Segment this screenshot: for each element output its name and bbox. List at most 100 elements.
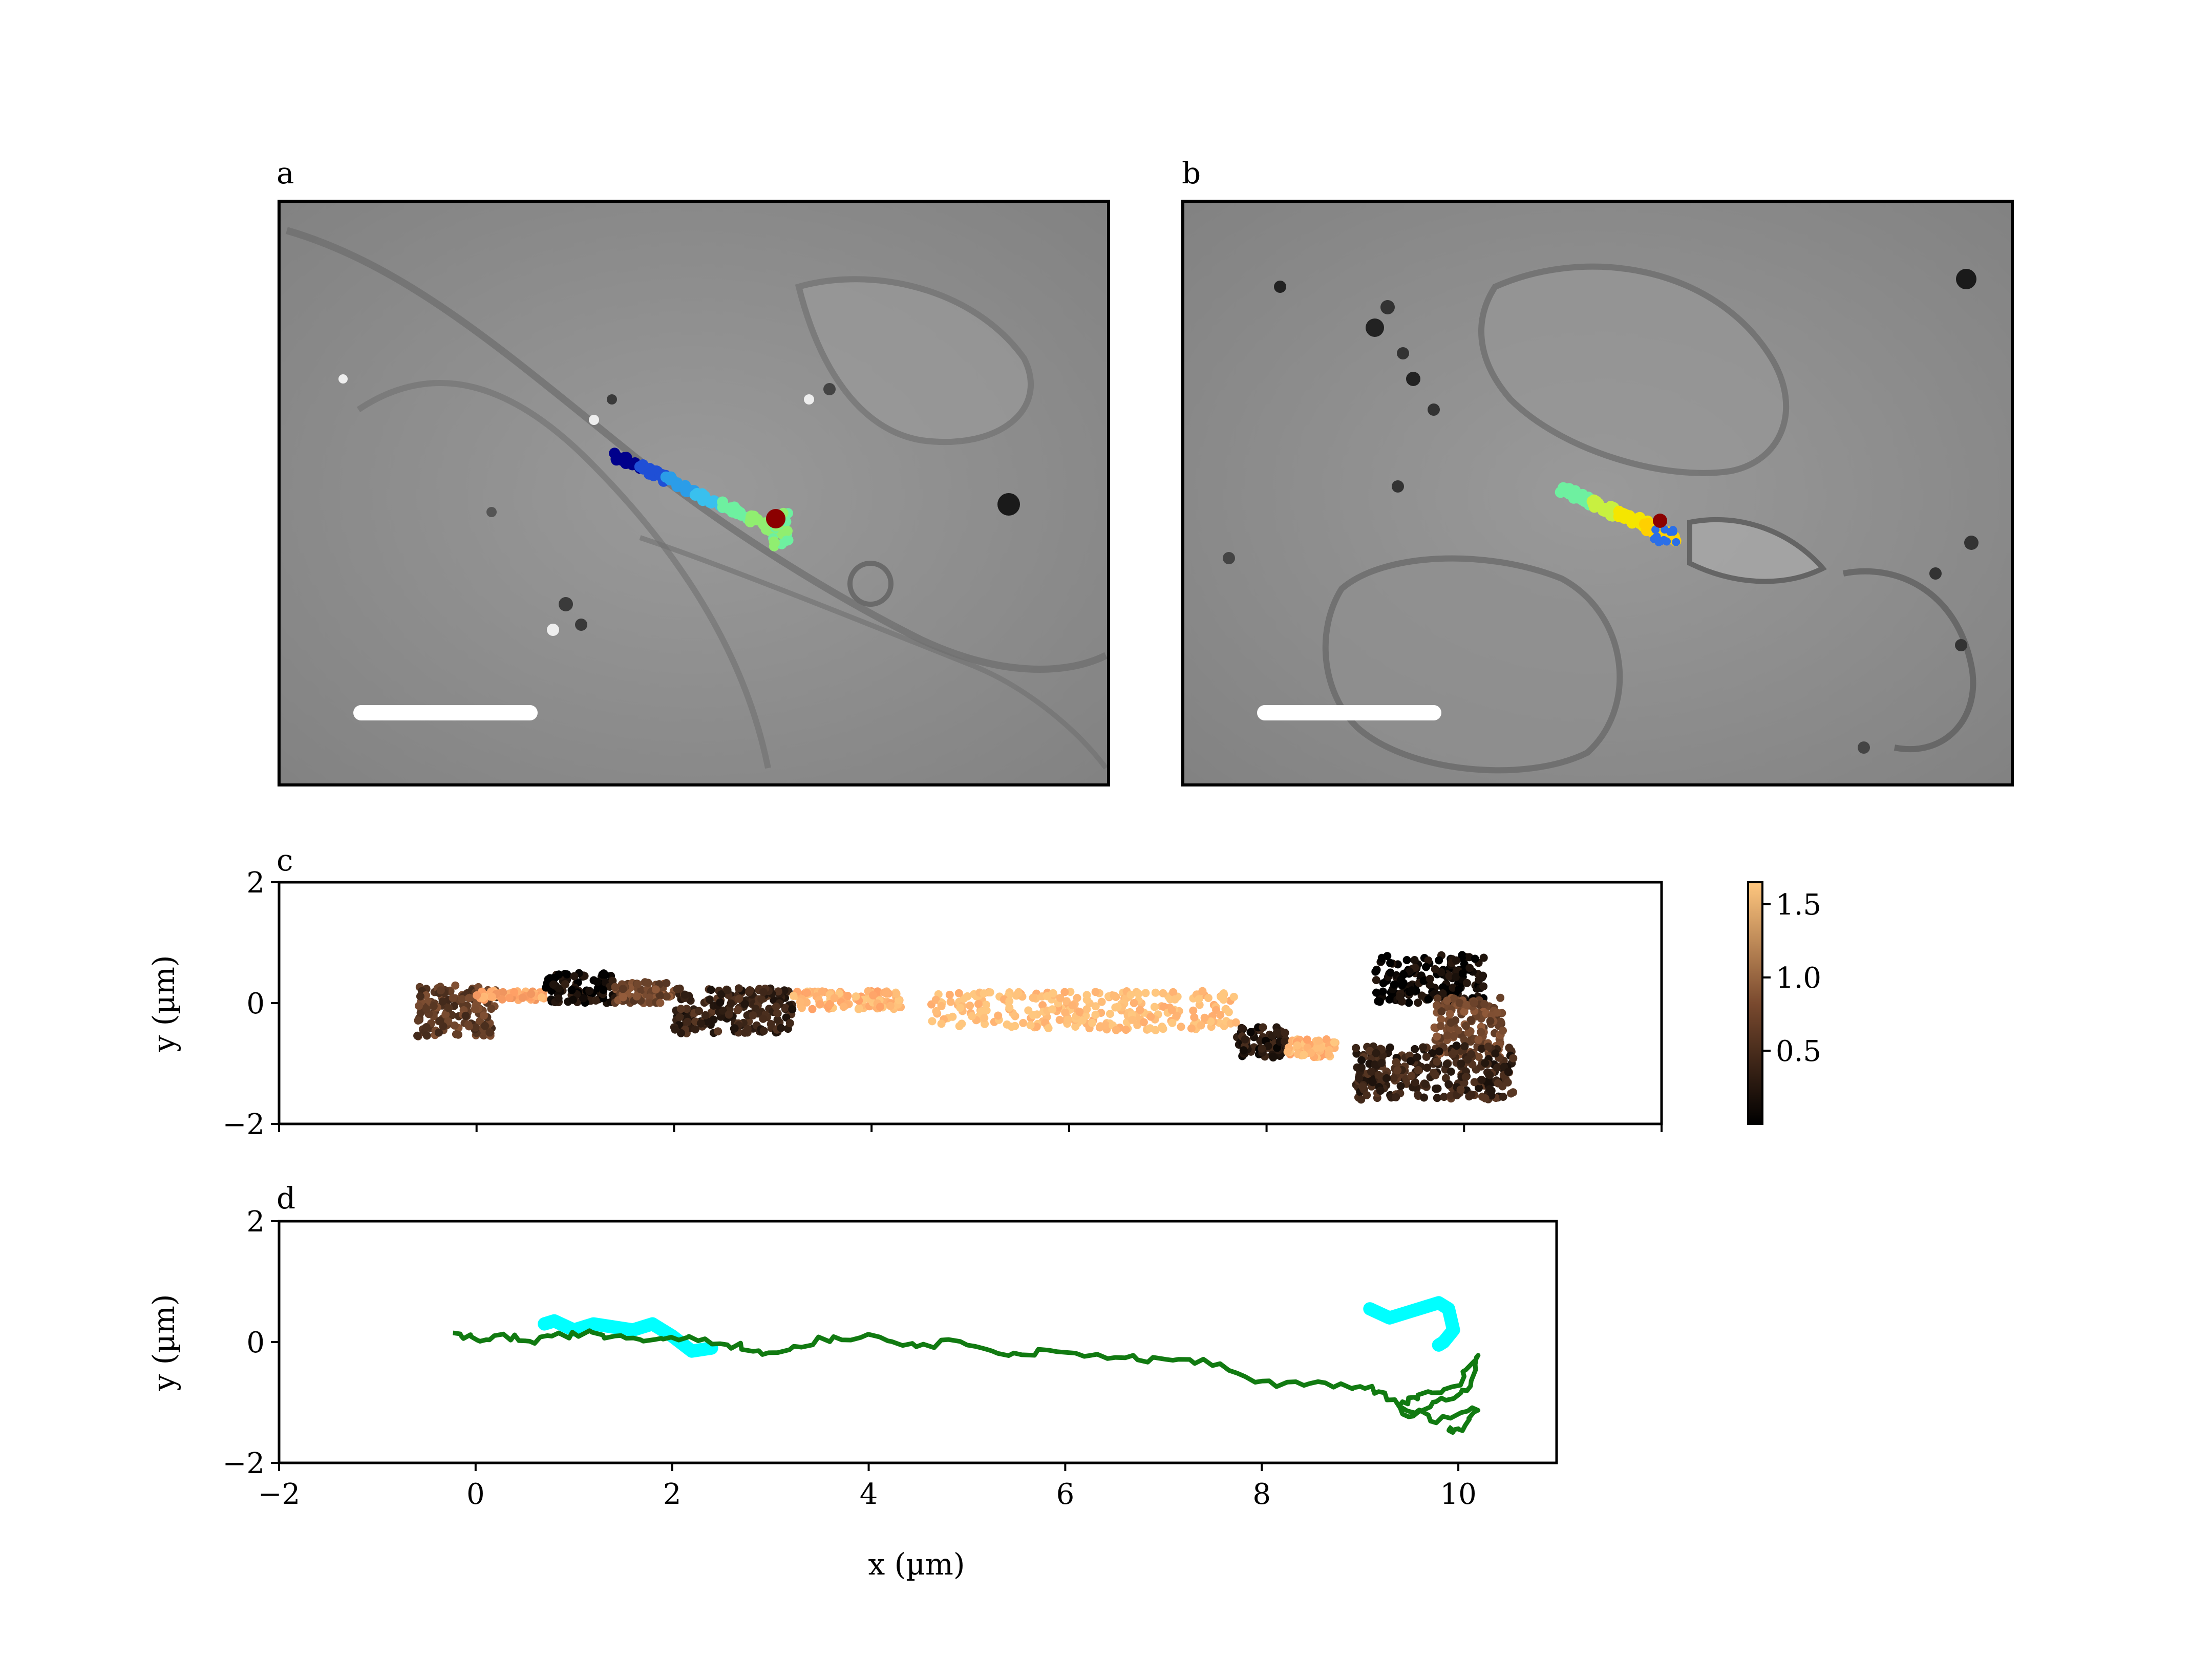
plot-c-point [1189, 1006, 1198, 1015]
plot-c-point [599, 986, 608, 994]
plot-c-point [1450, 994, 1458, 1003]
cell-outline-a3 [795, 276, 1034, 445]
plot-c-point [1424, 995, 1433, 1004]
plot-d-xtick-label: 4 [860, 1478, 878, 1511]
plot-d: −2 0 2 −2 0 2 4 6 8 10 x (µm) y (µm) [146, 1205, 1558, 1582]
plot-d-yticks: −2 0 2 [222, 1205, 279, 1480]
plot-c-point [549, 980, 558, 989]
panel-c-label: c [276, 843, 293, 878]
plot-c-point [1171, 995, 1179, 1004]
plot-c-point [1368, 1078, 1377, 1087]
plot-c-point [1088, 1018, 1097, 1027]
plot-c-point [1177, 1023, 1185, 1031]
plot-c-point [1414, 1066, 1422, 1074]
plot-c-point [1422, 1053, 1431, 1061]
plot-c-point [1499, 1026, 1507, 1035]
plot-c-point [717, 990, 726, 998]
plot-c-point [1043, 992, 1052, 1001]
plot-c-point [1121, 1026, 1130, 1034]
plot-c-point [1471, 954, 1479, 963]
plot-c-point [1433, 1032, 1441, 1041]
plot-c-point [671, 1025, 679, 1034]
plot-c-point [481, 1022, 490, 1030]
plot-c-point [1392, 1058, 1400, 1067]
plot-c-point [759, 1027, 768, 1035]
plot-c-point [1389, 1074, 1398, 1082]
trajectory-b-point [1672, 538, 1681, 546]
plot-c-point [1457, 1059, 1465, 1068]
plot-c-point [1452, 1041, 1461, 1050]
plot-c-point [1011, 1022, 1019, 1030]
plot-c-point [413, 1031, 422, 1040]
plot-c-point [1096, 1022, 1104, 1031]
plot-c-xticks [278, 1124, 1663, 1132]
plot-c-point [1430, 1023, 1439, 1032]
plot-c-point [675, 1013, 684, 1022]
plot-c-point [1460, 1042, 1469, 1051]
plot-c-point [1358, 1082, 1367, 1091]
plot-c-point [1029, 993, 1037, 1002]
plot-c-ytick-label: −2 [222, 1108, 265, 1141]
scale-bar-a [353, 705, 538, 720]
plot-c-point [1198, 987, 1207, 995]
plot-c-point [1111, 1003, 1120, 1012]
plot-c-point [869, 991, 877, 999]
micrograph-b [1183, 201, 2012, 785]
plot-c-point [1454, 1026, 1462, 1035]
plot-c-point [886, 1002, 895, 1010]
plot-c-point [555, 970, 563, 979]
plot-c-point [1460, 1036, 1469, 1045]
plot-c-point [1438, 989, 1447, 998]
plot-c-point [1367, 1067, 1375, 1076]
plot-c-point [1014, 989, 1023, 997]
plot-c-point [958, 1019, 966, 1028]
plot-c-point [980, 1014, 989, 1023]
plot-d-fast-segment [1363, 1296, 1460, 1352]
plot-c-point [740, 1000, 749, 1009]
plot-c-point [1395, 993, 1404, 1001]
plot-c-point [1432, 1001, 1441, 1010]
plot-c-point [422, 1031, 431, 1040]
plot-c-point [1426, 981, 1434, 989]
plot-c-points [413, 951, 1518, 1104]
plot-c-point [716, 998, 725, 1007]
plot-c-ytick-label: 2 [246, 866, 265, 900]
plot-c-point [1386, 968, 1395, 977]
plot-c-point [1044, 1024, 1053, 1032]
plot-c-point [714, 1027, 722, 1036]
plot-c-point [725, 1010, 733, 1019]
plot-c-point [1167, 1006, 1176, 1014]
plot-c-point [1437, 968, 1445, 976]
plot-c-point [1455, 985, 1463, 994]
plot-c-point [777, 1024, 785, 1032]
plot-c-point [946, 997, 955, 1006]
plot-c-point [1325, 1050, 1333, 1059]
plot-c-point [1307, 1049, 1315, 1057]
colorbar-gradient [1747, 881, 1763, 1125]
plot-c-point [1128, 1015, 1137, 1024]
plot-c-point [479, 993, 487, 1002]
plot-d-frame [278, 1220, 1558, 1464]
plot-c-point [696, 1019, 705, 1028]
plot-c-point [1259, 1023, 1267, 1032]
plot-c-point [498, 995, 506, 1004]
plot-c-point [485, 1028, 494, 1037]
plot-c: −2 0 2 y (µm) [146, 866, 1663, 1141]
plot-c-point [1411, 1045, 1419, 1053]
plot-c-point [1461, 1022, 1470, 1030]
plot-c-point [1462, 1001, 1471, 1009]
plot-c-point [633, 980, 642, 988]
plot-c-point [1405, 998, 1413, 1007]
plot-c-point [1414, 998, 1422, 1007]
plot-c-point [1126, 990, 1135, 999]
plot-c-point [1204, 994, 1213, 1002]
plot-c-point [1141, 989, 1150, 997]
cell-outline-a1 [286, 227, 1108, 673]
plot-c-point [1357, 1056, 1366, 1065]
plot-c-point [1479, 971, 1487, 980]
plot-c-point [1440, 1093, 1449, 1101]
plot-c-point [567, 986, 576, 994]
cell-outline-a4 [639, 535, 1108, 770]
plot-c-point [703, 1017, 712, 1026]
plot-c-point [1435, 956, 1443, 965]
